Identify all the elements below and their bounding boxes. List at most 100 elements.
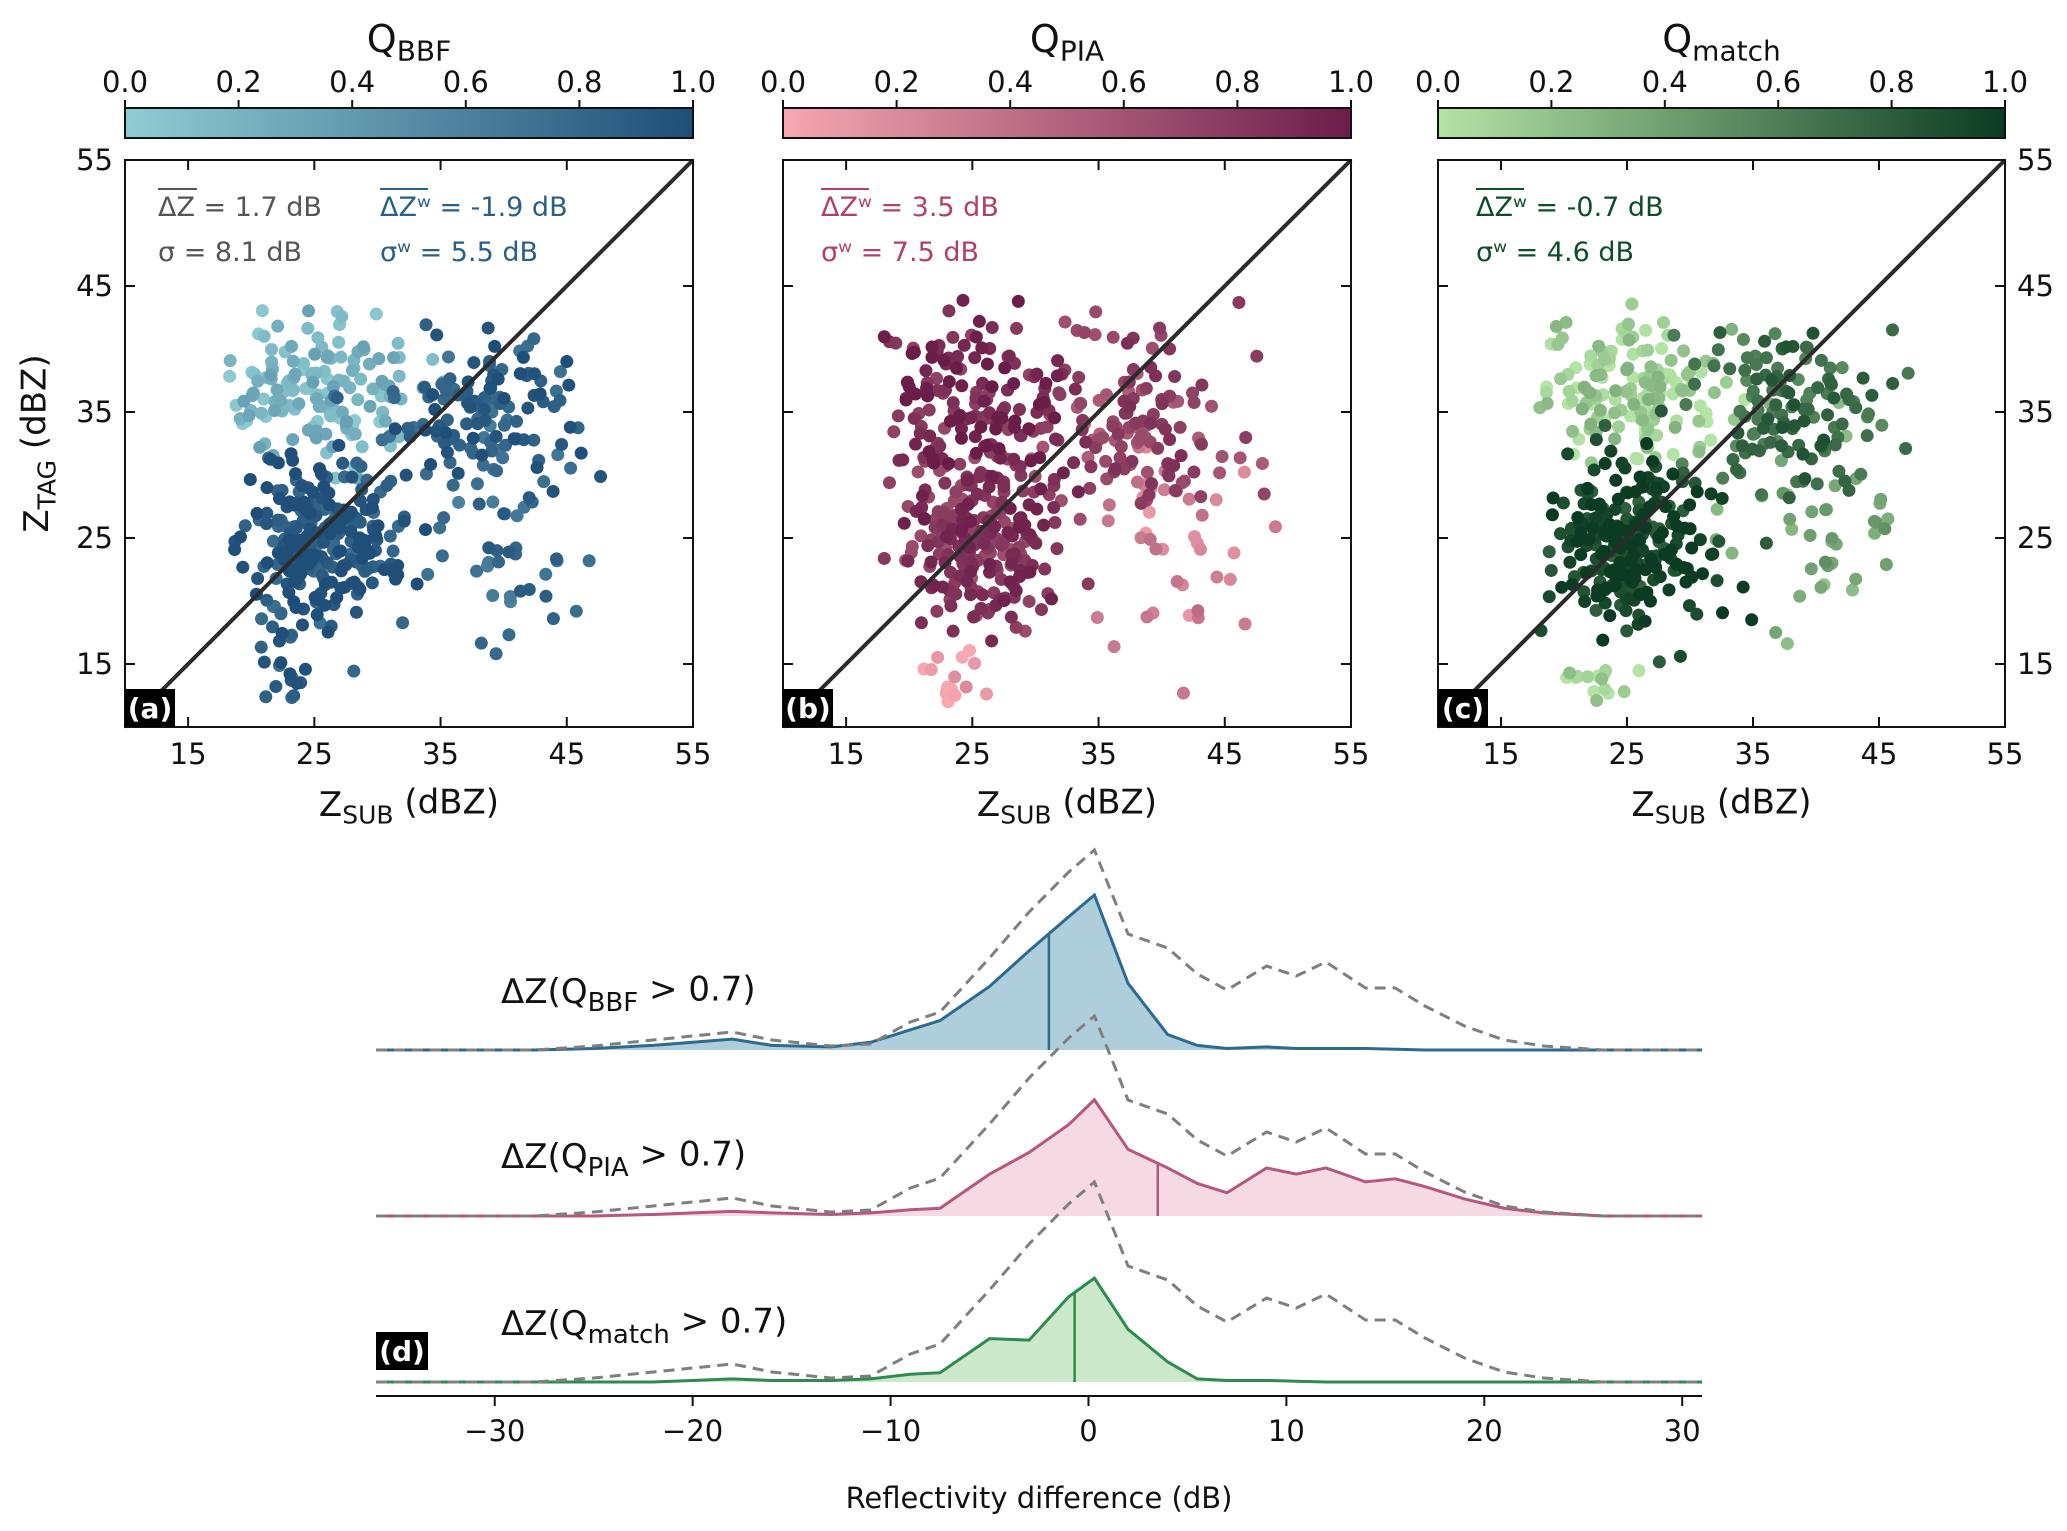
scatter-point (1680, 368, 1694, 382)
scatter-point (1835, 361, 1849, 375)
scatter-point (1044, 592, 1058, 606)
scatter-point (360, 562, 374, 576)
scatter-point (1233, 451, 1247, 465)
x-tick-label: 25 (954, 737, 991, 771)
x-tick-label: 15 (170, 737, 207, 771)
scatter-point (1759, 351, 1773, 365)
scatter-point (1173, 420, 1187, 434)
scatter-point (1633, 470, 1647, 484)
scatter-point (1719, 375, 1733, 389)
scatter-point (980, 438, 994, 452)
scatter-point (1625, 297, 1639, 311)
scatter-point (410, 577, 424, 591)
scatter-point (1736, 332, 1750, 346)
scatter-point (348, 427, 362, 441)
scatter-point (921, 389, 935, 403)
scatter-point (1669, 557, 1683, 571)
scatter-point (482, 555, 496, 569)
scatter-point (389, 572, 403, 586)
scatter-point (1796, 447, 1810, 461)
scatter-point (1740, 373, 1754, 387)
scatter-point (1088, 328, 1102, 342)
stat-text: σʷ = 5.5 dB (380, 237, 538, 268)
scatter-point (1621, 486, 1635, 500)
scatter-point (1901, 366, 1915, 380)
scatter-point (1140, 465, 1154, 479)
scatter-point (887, 425, 901, 439)
scatter-point (308, 347, 322, 361)
scatter-point (1074, 396, 1088, 410)
scatter-point (1653, 380, 1667, 394)
scatter-point (1111, 427, 1125, 441)
scatter-point (260, 593, 274, 607)
scatter-point (1037, 396, 1051, 410)
scatter-point (1806, 326, 1820, 340)
scatter-point (295, 479, 309, 493)
scatter-points (877, 293, 1282, 709)
scatter-point (1048, 515, 1062, 529)
scatter-point (1556, 496, 1570, 510)
scatter-point (1600, 581, 1614, 595)
scatter-point (1106, 330, 1120, 344)
scatter-point (1023, 528, 1037, 542)
stat-text: ΔZ = 1.7 dB (158, 192, 322, 223)
scatter-point (257, 655, 271, 669)
y-tick-label: 55 (2017, 143, 2054, 177)
scatter-point (1706, 547, 1720, 561)
scatter-point (911, 465, 925, 479)
scatter-point (1856, 371, 1870, 385)
scatter-point (1758, 334, 1772, 348)
y-tick-label: 55 (76, 143, 113, 177)
scatter-point (1655, 341, 1669, 355)
scatter-point (435, 549, 449, 563)
scatter-point (949, 485, 963, 499)
scatter-point (1652, 655, 1666, 669)
scatter-point (1849, 401, 1863, 415)
scatter-point (372, 352, 386, 366)
scatter-point (259, 690, 273, 704)
scatter-point (309, 431, 323, 445)
scatter-point (569, 604, 583, 618)
scatter-point (1227, 546, 1241, 560)
scatter-point (363, 546, 377, 560)
scatter-point (1725, 546, 1739, 560)
scatter-point (944, 599, 958, 613)
scatter-point (1597, 352, 1611, 366)
scatter-point (1034, 603, 1048, 617)
scatter-point (1139, 381, 1153, 395)
scatter-point (1005, 556, 1019, 570)
scatter-point (1563, 666, 1577, 680)
scatter-point (1620, 624, 1634, 638)
scatter-point (1167, 459, 1181, 473)
ridge-PIA: ΔZ(QPIA > 0.7) (376, 1013, 1702, 1218)
scatter-point (1255, 456, 1269, 470)
scatter-point (1084, 460, 1098, 474)
colorbar-title: QBBF (367, 17, 451, 67)
scatter-point (522, 491, 536, 505)
scatter-point (1072, 370, 1086, 384)
scatter-point (503, 590, 517, 604)
x-axis-label: ZSUB (dBZ) (1631, 782, 1811, 829)
x-tick-label: 30 (1664, 1414, 1701, 1448)
scatter-point (513, 367, 527, 381)
scatter-point (1899, 442, 1913, 456)
scatter-point (969, 330, 983, 344)
scatter-point (901, 554, 915, 568)
scatter-point (490, 464, 504, 478)
scatter-point (1726, 452, 1740, 466)
scatter-point (288, 367, 302, 381)
scatter-point (1542, 590, 1556, 604)
scatter-point (954, 431, 968, 445)
scatter-point (1022, 594, 1036, 608)
scatter-point (1016, 484, 1030, 498)
scatter-points (223, 304, 608, 705)
scatter-point (1549, 320, 1563, 334)
scatter-point (974, 420, 988, 434)
colorbar-tick-label: 0.4 (1642, 65, 1688, 99)
scatter-point (923, 429, 937, 443)
scatter-point (1803, 528, 1817, 542)
scatter-point (1051, 354, 1065, 368)
scatter-point (908, 387, 922, 401)
scatter-point (948, 670, 962, 684)
scatter-point (1666, 467, 1680, 481)
